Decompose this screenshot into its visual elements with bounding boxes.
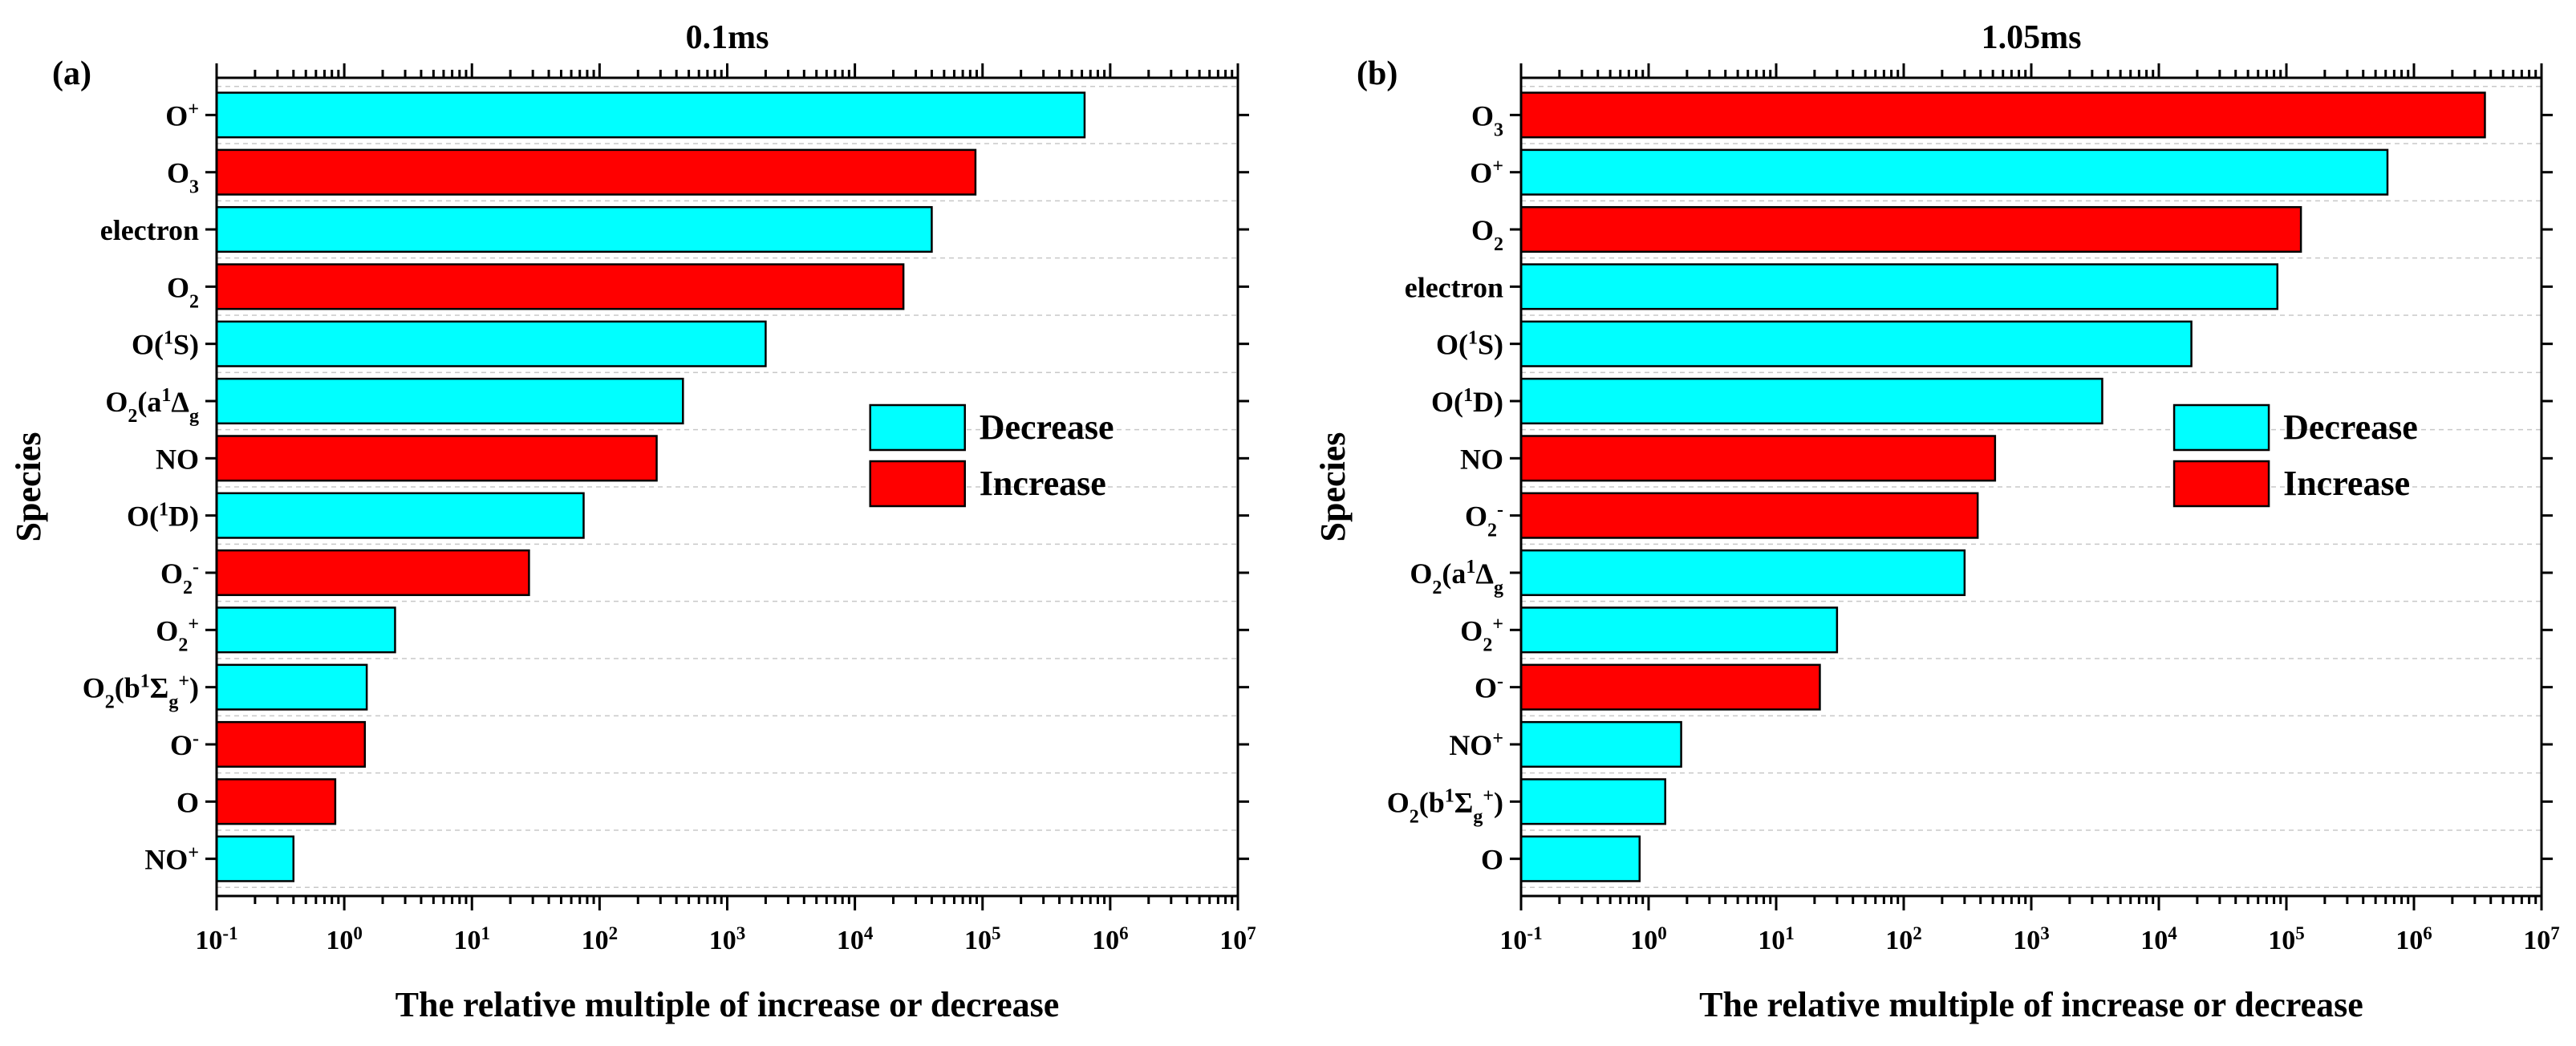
category-label: O xyxy=(176,786,199,818)
legend-label: Increase xyxy=(2283,464,2410,503)
bar-increase xyxy=(215,720,367,768)
panel-b: O3 O+ O2 electron O(1S) O(1D) NO O2- O2(a1Δg O2+ O… xyxy=(1313,19,2560,1024)
legend-label: Increase xyxy=(980,464,1106,503)
panel-label: (b) xyxy=(1357,55,1398,92)
bar-increase xyxy=(215,435,658,482)
category-label: O- xyxy=(170,728,199,761)
bar-increase xyxy=(1519,663,1821,711)
bar-decrease xyxy=(1519,263,2279,310)
category-label: O2- xyxy=(1465,500,1503,541)
category-label: O2(a1Δg xyxy=(105,385,199,427)
y-axis-title: Species xyxy=(1313,432,1353,542)
bar-increase xyxy=(1519,435,1997,482)
x-tick-label: 100 xyxy=(326,923,363,956)
legend-swatch-increase xyxy=(2172,460,2270,508)
panel-a: O+ O3 electron O2 O(1S) O2(a1Δg NO O(1D) O2- O2+ O… xyxy=(9,19,1256,1024)
bar-decrease xyxy=(1519,148,2389,196)
x-tick-label: 105 xyxy=(964,923,1001,956)
legend-label: Decrease xyxy=(2283,407,2418,447)
x-tick-label: 106 xyxy=(1092,923,1129,956)
category-label: O(1D) xyxy=(127,500,199,533)
x-tick-label: 103 xyxy=(709,923,746,956)
bar-decrease xyxy=(215,663,368,711)
category-label: O2- xyxy=(160,557,199,598)
category-label: O2(b1Σg+) xyxy=(83,671,199,713)
bar-increase xyxy=(215,778,337,825)
bar-increase xyxy=(1519,205,2302,253)
category-label: O3 xyxy=(1471,99,1503,140)
category-label: electron xyxy=(100,214,199,246)
x-tick-label: 101 xyxy=(1758,923,1795,956)
category-label: O(1S) xyxy=(132,328,199,361)
category-label: O(1S) xyxy=(1436,328,1503,361)
x-tick-label: 105 xyxy=(2268,923,2305,956)
bar-decrease xyxy=(1519,377,2103,425)
category-label: O(1D) xyxy=(1431,385,1503,418)
x-tick-label: 106 xyxy=(2395,923,2432,956)
x-tick-label: 10-1 xyxy=(195,923,237,956)
legend-swatch-decrease xyxy=(2172,403,2270,452)
category-label: O2(a1Δg xyxy=(1410,557,1503,598)
category-label: NO+ xyxy=(1449,728,1503,761)
category-label: O2 xyxy=(1471,214,1503,255)
bar-increase xyxy=(1519,91,2486,139)
bar-increase xyxy=(215,263,905,310)
bar-decrease xyxy=(215,606,396,654)
bar-decrease xyxy=(1519,835,1641,882)
bar-decrease xyxy=(1519,778,1666,825)
bar-decrease xyxy=(215,205,933,253)
bar-increase xyxy=(215,549,530,597)
category-label: NO xyxy=(156,443,199,475)
category-label: NO+ xyxy=(144,843,199,876)
bar-decrease xyxy=(215,377,684,425)
category-label: O2 xyxy=(167,271,199,312)
x-tick-label: 107 xyxy=(2523,923,2560,956)
x-tick-label: 104 xyxy=(837,923,874,956)
x-tick-label: 102 xyxy=(1885,923,1922,956)
bar-decrease xyxy=(215,91,1086,139)
category-label: O2+ xyxy=(156,614,199,655)
category-label: O+ xyxy=(1470,156,1503,189)
category-label: O2+ xyxy=(1460,614,1503,655)
x-tick-label: 103 xyxy=(2013,923,2050,956)
category-label: NO xyxy=(1460,443,1503,475)
bar-increase xyxy=(215,148,977,196)
category-label: O xyxy=(1481,844,1503,876)
chart-title: 1.05ms xyxy=(1982,19,2082,56)
bar-increase xyxy=(1519,492,1979,539)
bar-decrease xyxy=(1519,606,1839,654)
x-tick-label: 100 xyxy=(1630,923,1667,956)
legend-swatch-increase xyxy=(869,460,966,508)
panel-label: (a) xyxy=(52,55,91,92)
chart-title: 0.1ms xyxy=(686,19,769,56)
bar-decrease xyxy=(215,320,767,367)
y-axis-title: Species xyxy=(9,432,48,542)
x-tick-label: 102 xyxy=(582,923,619,956)
x-tick-label: 107 xyxy=(1219,923,1256,956)
category-label: O2(b1Σg+) xyxy=(1387,785,1503,827)
legend-swatch-decrease xyxy=(869,403,966,452)
category-label: O+ xyxy=(165,99,199,132)
bar-decrease xyxy=(1519,720,1682,768)
x-tick-label: 104 xyxy=(2140,923,2177,956)
category-label: electron xyxy=(1405,271,1503,303)
x-tick-label: 10-1 xyxy=(1499,923,1542,956)
bar-decrease xyxy=(1519,320,2193,367)
x-tick-label: 101 xyxy=(454,923,491,956)
bar-decrease xyxy=(1519,549,1966,597)
bar-decrease xyxy=(215,492,585,539)
x-axis-title: The relative multiple of increase or dec… xyxy=(1699,985,2363,1024)
x-axis-title: The relative multiple of increase or dec… xyxy=(396,985,1060,1024)
bar-decrease xyxy=(215,835,295,882)
legend-label: Decrease xyxy=(980,407,1114,447)
category-label: O- xyxy=(1475,671,1503,704)
category-label: O3 xyxy=(167,157,199,198)
